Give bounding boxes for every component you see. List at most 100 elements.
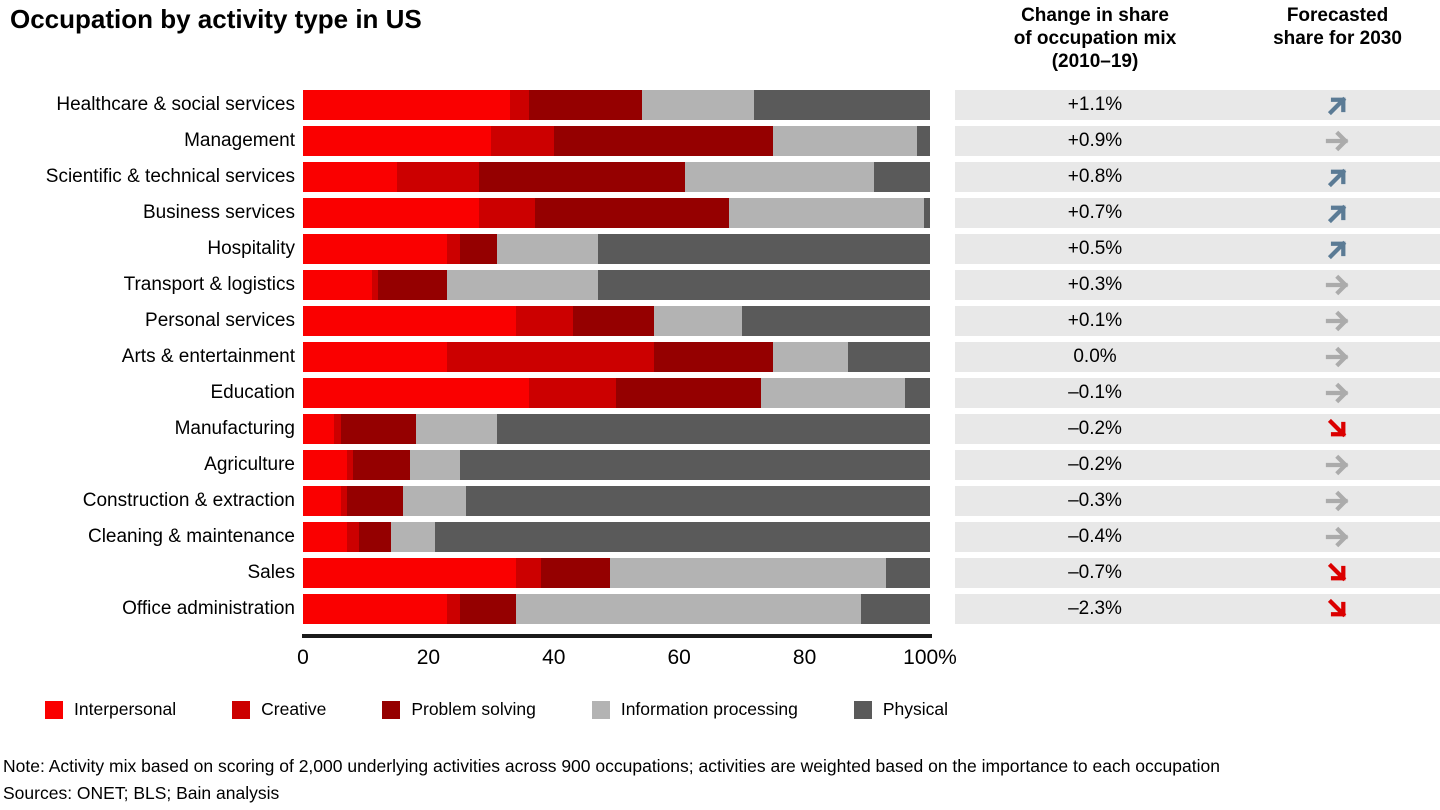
- change-in-share-value: –2.3%: [1068, 598, 1122, 619]
- category-label: Business services: [142, 202, 295, 223]
- chart-row: Office administration –2.3%: [0, 594, 1440, 624]
- forecast-trend-cell: [1235, 270, 1440, 300]
- forecast-column-header: Forecasted share for 2030: [1240, 4, 1435, 50]
- row-detail-band: –2.3%: [955, 594, 1440, 624]
- forecast-trend-cell: [1235, 198, 1440, 228]
- bar-segment-problem-solving: [478, 162, 686, 192]
- row-spacer: [930, 378, 955, 408]
- bar-segment-problem-solving: [378, 270, 448, 300]
- row-detail-band: +0.7%: [955, 198, 1440, 228]
- down-arrow-icon: [1327, 598, 1346, 618]
- bar-segment-problem-solving: [346, 486, 404, 516]
- bar-segment-problem-solving: [654, 342, 774, 372]
- down-arrow-icon: [1327, 418, 1346, 438]
- bar-segment-creative: [346, 450, 354, 480]
- change-in-share-value: +1.1%: [1067, 94, 1123, 115]
- bar-segment-creative: [478, 198, 535, 228]
- change-in-share-value: –0.2%: [1068, 418, 1122, 439]
- stacked-bar: [303, 486, 930, 516]
- category-label: Arts & entertainment: [121, 346, 295, 367]
- sources-line: Sources: ONET; BLS; Bain analysis: [3, 783, 280, 803]
- forecast-trend-cell: [1235, 306, 1440, 336]
- chart-row: Manufacturing –0.2%: [0, 414, 1440, 444]
- bar-segment-information-processing: [447, 270, 598, 300]
- bar-segment-physical: [923, 198, 930, 228]
- bar-segment-interpersonal: [303, 342, 448, 372]
- legend-label: Information processing: [620, 699, 798, 719]
- row-spacer: [930, 450, 955, 480]
- bar-segment-information-processing: [415, 414, 498, 444]
- bar-segment-creative: [447, 342, 655, 372]
- bar-segment-information-processing: [760, 378, 905, 408]
- forecast-trend-cell: [1235, 162, 1440, 192]
- change-column-header: Change in share of occupation mix (2010–…: [955, 4, 1235, 73]
- bar-segment-information-processing: [610, 558, 887, 588]
- bar-segment-physical: [754, 90, 930, 120]
- bar-segment-problem-solving: [528, 90, 642, 120]
- bar-segment-problem-solving: [541, 558, 611, 588]
- forecast-trend-cell: [1235, 558, 1440, 588]
- change-in-share-value: +0.5%: [1067, 238, 1123, 259]
- bar-segment-interpersonal: [303, 594, 448, 624]
- bar-segment-information-processing: [409, 450, 460, 480]
- forecast-trend-cell: [1235, 414, 1440, 444]
- change-in-share-value: +0.9%: [1067, 130, 1123, 151]
- change-in-share-value: –0.7%: [1068, 562, 1122, 583]
- bar-segment-creative: [346, 522, 360, 552]
- flat-arrow-icon: [1325, 490, 1349, 512]
- change-header-line-1: Change in share: [1021, 5, 1169, 26]
- row-detail-band: +0.8%: [955, 162, 1440, 192]
- change-in-share-value: –0.3%: [1068, 490, 1122, 511]
- page-title: Occupation by activity type in US: [10, 4, 422, 34]
- bar-segment-problem-solving: [353, 450, 410, 480]
- change-in-share-value: –0.1%: [1068, 382, 1122, 403]
- row-spacer: [930, 306, 955, 336]
- flat-arrow-icon: [1325, 526, 1349, 548]
- legend-label: Creative: [261, 699, 327, 719]
- category-label: Management: [184, 130, 295, 151]
- bar-segment-interpersonal: [303, 234, 448, 264]
- bar-segment-physical: [917, 126, 930, 156]
- bar-segment-creative: [516, 558, 542, 588]
- row-spacer: [930, 342, 955, 372]
- bar-segment-interpersonal: [303, 558, 517, 588]
- category-label: Cleaning & maintenance: [87, 526, 295, 547]
- bar-segment-creative: [528, 378, 617, 408]
- stacked-bar: [303, 594, 930, 624]
- stacked-bar: [303, 450, 930, 480]
- chart-row: Business services +0.7%: [0, 198, 1440, 228]
- x-axis-tick-label: 100%: [903, 646, 957, 669]
- legend-item-creative: Creative: [232, 699, 326, 720]
- category-label: Education: [210, 382, 295, 403]
- up-arrow-icon: [1327, 168, 1346, 188]
- row-spacer: [930, 414, 955, 444]
- legend-swatch-icon: [591, 700, 610, 719]
- legend-swatch-icon: [853, 700, 872, 719]
- row-detail-band: –0.2%: [955, 450, 1440, 480]
- forecast-trend-cell: [1235, 594, 1440, 624]
- stacked-bar: [303, 162, 930, 192]
- change-in-share-value: +0.7%: [1067, 202, 1123, 223]
- bar-segment-information-processing: [773, 342, 849, 372]
- legend: Interpersonal Creative Problem solving Info…: [45, 699, 948, 720]
- category-label: Personal services: [145, 310, 295, 331]
- x-axis-tick-label: 80: [792, 646, 817, 669]
- row-spacer: [930, 270, 955, 300]
- stacked-bar: [303, 522, 930, 552]
- row-spacer: [930, 594, 955, 624]
- bar-segment-information-processing: [685, 162, 874, 192]
- change-in-share-value: +0.8%: [1067, 166, 1123, 187]
- forecast-trend-cell: [1235, 126, 1440, 156]
- bar-segment-information-processing: [516, 594, 861, 624]
- bar-segment-creative: [516, 306, 573, 336]
- legend-item-interpersonal: Interpersonal: [45, 699, 176, 720]
- chart-row: Transport & logistics +0.3%: [0, 270, 1440, 300]
- bar-segment-physical: [465, 486, 930, 516]
- stacked-bar: [303, 90, 930, 120]
- legend-item-information-processing: Information processing: [591, 699, 798, 720]
- bar-segment-creative: [340, 486, 347, 516]
- chart-row: Hospitality +0.5%: [0, 234, 1440, 264]
- legend-swatch-icon: [382, 700, 401, 719]
- chart-row: Arts & entertainment 0.0%: [0, 342, 1440, 372]
- row-spacer: [930, 198, 955, 228]
